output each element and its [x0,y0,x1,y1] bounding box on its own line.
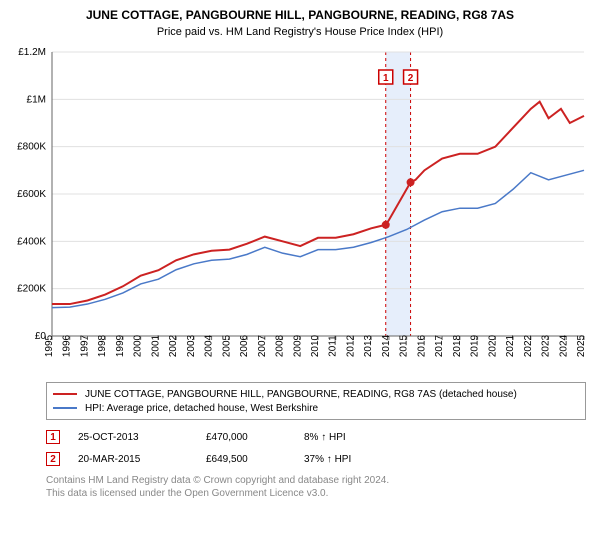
sale-pct: 37% ↑ HPI [304,454,351,465]
svg-text:1: 1 [383,73,389,84]
svg-text:1999: 1999 [115,334,126,357]
price-chart: £0£200K£400K£600K£800K£1M£1.2M1995199619… [10,46,590,376]
svg-text:1996: 1996 [62,334,73,357]
sales-table: 1 25-OCT-2013 £470,000 8% ↑ HPI 2 20-MAR… [46,426,586,470]
svg-text:2017: 2017 [434,334,445,357]
svg-text:2018: 2018 [452,334,463,357]
svg-text:2009: 2009 [292,334,303,357]
svg-text:£1M: £1M [27,94,46,105]
sale-price: £649,500 [206,454,286,465]
svg-text:2003: 2003 [186,334,197,357]
chart-legend: JUNE COTTAGE, PANGBOURNE HILL, PANGBOURN… [46,382,586,420]
svg-text:2004: 2004 [204,334,215,357]
page-subtitle: Price paid vs. HM Land Registry's House … [10,26,590,38]
svg-text:1998: 1998 [97,334,108,357]
sale-marker-icon: 1 [46,430,60,444]
svg-text:2022: 2022 [523,334,534,357]
svg-text:2008: 2008 [275,334,286,357]
sale-pct: 8% ↑ HPI [304,432,346,443]
legend-item-property: JUNE COTTAGE, PANGBOURNE HILL, PANGBOURN… [53,387,579,401]
footer-attribution: Contains HM Land Registry data © Crown c… [46,474,590,500]
sale-date: 25-OCT-2013 [78,432,188,443]
svg-text:£1.2M: £1.2M [18,47,46,58]
svg-text:2014: 2014 [381,334,392,357]
svg-text:2016: 2016 [416,334,427,357]
svg-text:2023: 2023 [541,334,552,357]
svg-text:£200K: £200K [17,284,46,295]
svg-text:2013: 2013 [363,334,374,357]
svg-text:2007: 2007 [257,334,268,357]
svg-text:2: 2 [408,73,414,84]
svg-text:2005: 2005 [221,334,232,357]
svg-text:2002: 2002 [168,334,179,357]
svg-text:2000: 2000 [133,334,144,357]
sale-row: 1 25-OCT-2013 £470,000 8% ↑ HPI [46,426,586,448]
footer-line: This data is licensed under the Open Gov… [46,487,590,500]
svg-text:2019: 2019 [470,334,481,357]
svg-text:£600K: £600K [17,189,46,200]
sale-row: 2 20-MAR-2015 £649,500 37% ↑ HPI [46,448,586,470]
legend-label: HPI: Average price, detached house, West… [85,403,318,414]
legend-label: JUNE COTTAGE, PANGBOURNE HILL, PANGBOURN… [85,389,517,400]
svg-text:£800K: £800K [17,142,46,153]
sale-date: 20-MAR-2015 [78,454,188,465]
legend-item-hpi: HPI: Average price, detached house, West… [53,401,579,415]
svg-text:2025: 2025 [576,334,587,357]
sale-price: £470,000 [206,432,286,443]
svg-text:1997: 1997 [79,334,90,357]
svg-text:2010: 2010 [310,334,321,357]
svg-text:£400K: £400K [17,236,46,247]
sale-marker-icon: 2 [46,452,60,466]
svg-text:2024: 2024 [558,334,569,357]
svg-text:2012: 2012 [345,334,356,357]
footer-line: Contains HM Land Registry data © Crown c… [46,474,590,487]
svg-text:2015: 2015 [399,334,410,357]
svg-text:2006: 2006 [239,334,250,357]
svg-text:2020: 2020 [487,334,498,357]
svg-text:2011: 2011 [328,335,339,357]
svg-text:2021: 2021 [505,334,516,357]
page-title: JUNE COTTAGE, PANGBOURNE HILL, PANGBOURN… [10,8,590,22]
svg-text:1995: 1995 [44,334,55,357]
svg-text:2001: 2001 [150,334,161,357]
